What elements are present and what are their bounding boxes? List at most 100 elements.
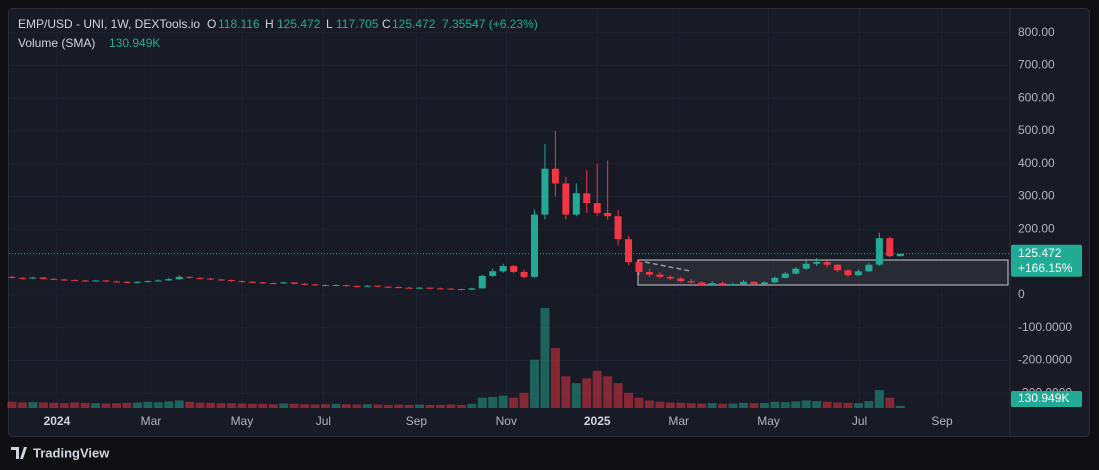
volume-bar <box>59 403 69 408</box>
last-price-box <box>1011 244 1082 277</box>
volume-bar <box>143 401 153 408</box>
candle-body <box>760 282 768 285</box>
volume-bar <box>247 403 257 408</box>
volume-bar <box>17 402 27 408</box>
last-price-label: 125.472 <box>1018 246 1062 260</box>
volume-bar <box>216 403 226 408</box>
volume-bar <box>739 402 748 408</box>
candle-body <box>374 285 382 287</box>
volume-bar <box>425 404 435 408</box>
volume-bar <box>812 401 822 408</box>
candle-body <box>332 285 340 287</box>
candle-body <box>886 238 894 257</box>
volume-bar <box>362 404 372 408</box>
candle-body <box>29 277 37 279</box>
volume-bar <box>226 403 236 408</box>
y-tick-label: -100.0000 <box>1018 320 1072 334</box>
candle-body <box>771 277 779 283</box>
volume-bar <box>258 403 268 408</box>
volume-bar <box>770 401 780 408</box>
candle-body <box>133 281 141 283</box>
volume-bar <box>195 402 205 408</box>
volume-bar <box>791 401 801 408</box>
x-tick-label: Mar <box>141 414 162 428</box>
volume-bar <box>571 383 581 408</box>
x-tick-label: 2024 <box>44 414 71 428</box>
candle-body <box>813 262 821 264</box>
volume-bar <box>644 400 654 408</box>
volume-bar <box>331 403 341 408</box>
candle-body <box>750 281 758 285</box>
candle-body <box>572 193 580 215</box>
volume-bar <box>718 403 728 408</box>
candle-body <box>71 280 79 282</box>
high-value: 125.472 <box>277 17 321 31</box>
candle-body <box>269 283 277 285</box>
candle-body <box>729 284 737 286</box>
range-drawing[interactable] <box>637 259 1009 286</box>
candle-body <box>896 253 904 257</box>
candle-body <box>583 193 591 204</box>
logo[interactable]: TradingView <box>11 445 110 460</box>
candle-body <box>248 281 256 283</box>
x-tick-label: May <box>757 414 780 428</box>
axis-layer: 800.00 700.00 600.00 500.00 400.00 300.00 200.… <box>44 25 1082 428</box>
candle-body <box>510 266 518 272</box>
candle-body <box>196 277 204 279</box>
volume-bar <box>749 403 759 408</box>
volume-bar <box>624 392 634 408</box>
y-tick-label: 300.00 <box>1018 189 1055 203</box>
candle-body <box>175 276 183 280</box>
volume-title: Volume (SMA) <box>18 36 95 50</box>
change-value: 7.35547 (+6.23%) <box>442 17 538 31</box>
close-value: 125.472 <box>392 17 436 31</box>
candle-body <box>92 280 100 282</box>
logo-text: TradingView <box>33 445 110 460</box>
x-tick-label: Nov <box>496 414 517 428</box>
candle-body <box>531 214 538 277</box>
volume-bar <box>352 404 362 408</box>
volume-bar <box>206 402 216 408</box>
volume-bar <box>289 403 299 408</box>
candle-body <box>363 285 371 287</box>
volume-bar <box>550 348 560 408</box>
candle-body <box>551 168 559 184</box>
candle-body <box>123 281 131 283</box>
candle-body <box>635 262 643 272</box>
candle-body <box>384 286 392 288</box>
volume-bar <box>498 395 508 408</box>
candle-body <box>781 273 789 278</box>
candle-body <box>290 282 298 284</box>
candle-body <box>416 287 424 289</box>
volume-bar <box>164 401 174 408</box>
candle-body <box>113 281 120 283</box>
volume-bar <box>801 400 811 408</box>
candle-body <box>238 281 246 283</box>
volume-bar <box>843 402 853 408</box>
volume-bar <box>467 403 477 408</box>
volume-bar <box>582 378 592 408</box>
candle-body <box>154 280 162 282</box>
volume-bar <box>38 402 48 408</box>
volume-bar <box>49 402 59 408</box>
volume-sma-value: 130.949K <box>109 36 160 50</box>
candle-body <box>604 212 612 217</box>
candle-body <box>687 281 695 283</box>
volume-bar <box>634 397 644 408</box>
volume-bar <box>132 402 142 408</box>
candle-body <box>708 283 716 286</box>
candle-body <box>740 281 747 285</box>
volume-bar <box>80 402 90 408</box>
y-tick-label: 700.00 <box>1018 58 1055 72</box>
candle-body <box>186 276 194 278</box>
volume-bar <box>446 404 456 408</box>
candle-body <box>677 278 685 282</box>
candle-body <box>353 286 361 288</box>
candle-body <box>656 274 664 277</box>
volume-bar <box>592 370 602 408</box>
y-tick-label: 500.00 <box>1018 123 1055 137</box>
candle-body <box>625 239 633 263</box>
volume-bar <box>28 402 38 408</box>
candle-body <box>593 203 601 213</box>
volume-bar <box>477 397 487 408</box>
